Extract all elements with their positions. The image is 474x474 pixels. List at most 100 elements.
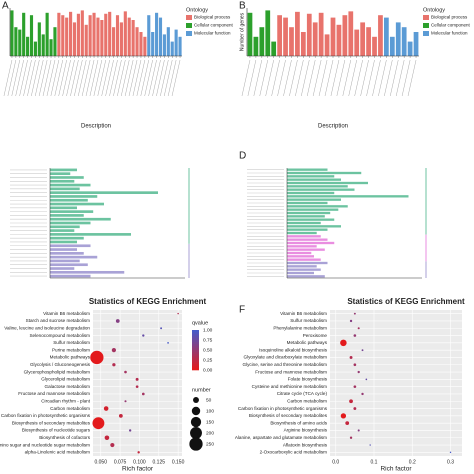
y-tick-label: Isoquinoline alkaloid biosynthesis [259,347,328,352]
bar [287,218,335,221]
x-tick-label-line [324,59,334,97]
bar [287,255,314,258]
bar [53,27,57,56]
bar [401,27,407,56]
legend-label: 200 [206,430,214,436]
bar [84,24,88,56]
x-tick-label-line [247,59,257,97]
y-tick-label: Metabolic pathways [50,355,91,360]
y-tick-label: Glycolysis / Gluconeogenesis [30,362,91,367]
x-tick-label-line [152,59,161,97]
legend-label: Biological process [194,15,231,20]
bar [50,176,84,179]
point [357,370,360,374]
x-tick-label: 0.3 [447,459,454,465]
panel-label: A [2,1,9,12]
x-tick-label: 0.050 [94,459,107,465]
bar [287,231,317,235]
panel-label: D [239,151,246,162]
x-tick-label-line [407,59,417,97]
legend-label: Cellular component [194,23,234,28]
bar [72,22,77,56]
bar [37,22,41,56]
bar [61,15,65,56]
point [349,319,353,323]
legend-gradient [192,362,199,365]
bar [50,248,77,251]
bar [131,20,135,56]
bar [155,12,159,57]
bar [287,178,341,181]
y-tick-label: Folate biosynthesis [288,377,328,382]
bar [135,27,139,56]
bar [170,41,174,56]
x-tick-label-line [93,59,103,97]
bar [287,225,341,228]
y-tick-label: Biosynthesis of cofactors [39,435,91,440]
y-tick-label: Carbon fixation in photosynthetic organi… [1,413,91,418]
point [167,342,169,344]
bar [336,24,342,56]
bar [22,12,26,57]
y-tick-label: Cysteine and methionine metabolism [252,384,327,389]
bar [76,13,80,56]
bar [178,36,182,56]
bar [287,185,348,188]
legend-title: number [192,387,211,393]
bar [277,15,282,56]
bar [287,201,328,205]
point [104,435,110,441]
legend-gradient [192,350,199,353]
bar [50,214,84,217]
y-tick-label: Amino sugar and nucleotide sugar metabol… [0,442,90,447]
point [124,370,127,374]
y-tick-label: Alanine, aspartate and glutamate metabol… [235,435,327,440]
x-tick-label-line [342,59,352,97]
bar [287,215,325,218]
legend-swatch [423,23,429,28]
bar [372,36,377,56]
bar [395,22,401,56]
x-axis-label: Rich factor [122,466,154,473]
y-tick-label: Glyoxylate and dicarboxylate metabolism [244,355,328,360]
bar [287,271,314,275]
bar [115,15,120,56]
x-tick-label-line [384,59,393,97]
bar [287,261,328,265]
bar [147,15,151,56]
legend-swatch [186,15,192,20]
x-tick-label: 0.150 [172,459,185,465]
bar [50,255,98,259]
y-tick-label: Glycerophospholipid metabolism [24,369,91,374]
bar [33,41,37,56]
legend-gradient [192,360,199,363]
x-tick-label-line [395,59,405,97]
x-tick-label-line [253,59,263,97]
bar [330,17,336,57]
x-tick-label-line [148,59,157,97]
bar [50,183,91,187]
y-tick-label: Valine, leucine and isoleucine degradati… [4,325,90,330]
legend-gradient [192,356,199,359]
bar [112,27,116,56]
x-tick-label-line [348,59,357,97]
bar [348,11,354,56]
bar [287,171,362,175]
x-tick-label-line [132,59,142,97]
x-tick-label-line [23,59,32,97]
bar [143,36,147,56]
legend-label: 0.25 [203,357,213,363]
x-tick-label-line [144,59,153,97]
point [345,421,350,426]
bar [342,15,348,56]
x-tick-label-line [167,59,177,97]
bar [378,15,383,56]
bar [50,274,91,278]
bar [96,17,100,57]
bar [65,17,69,57]
bar [41,34,45,56]
x-tick-label-line [31,59,40,97]
legend-title: Ontology [186,7,208,13]
point [361,392,364,396]
